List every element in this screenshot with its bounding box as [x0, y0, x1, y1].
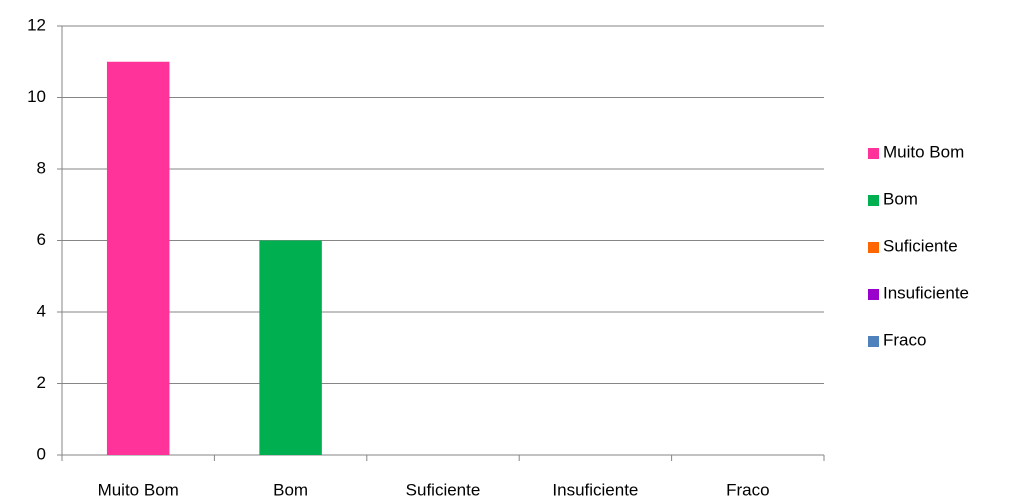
y-tick-label: 6 [37, 230, 46, 249]
y-tick-label: 12 [27, 15, 46, 34]
y-tick-label: 4 [37, 301, 46, 320]
legend-swatch [868, 336, 879, 347]
legend-swatch [868, 195, 879, 206]
y-tick-label: 10 [27, 87, 46, 106]
legend-label: Muito Bom [883, 142, 964, 161]
x-tick-label: Fraco [726, 480, 769, 498]
bar [259, 240, 322, 455]
x-tick-label: Bom [273, 480, 308, 498]
legend-label: Fraco [883, 330, 926, 349]
x-tick-label: Muito Bom [98, 480, 179, 498]
x-tick-label: Insuficiente [552, 480, 638, 498]
legend-swatch [868, 289, 879, 300]
legend-label: Bom [883, 189, 918, 208]
bar [106, 61, 170, 455]
y-tick-label: 8 [37, 158, 46, 177]
legend-swatch [868, 242, 879, 253]
y-tick-label: 2 [37, 373, 46, 392]
y-tick-label: 0 [37, 444, 46, 463]
x-tick-label: Suficiente [406, 480, 481, 498]
legend-label: Suficiente [883, 236, 958, 255]
legend-label: Insuficiente [883, 283, 969, 302]
legend-swatch [868, 148, 879, 159]
